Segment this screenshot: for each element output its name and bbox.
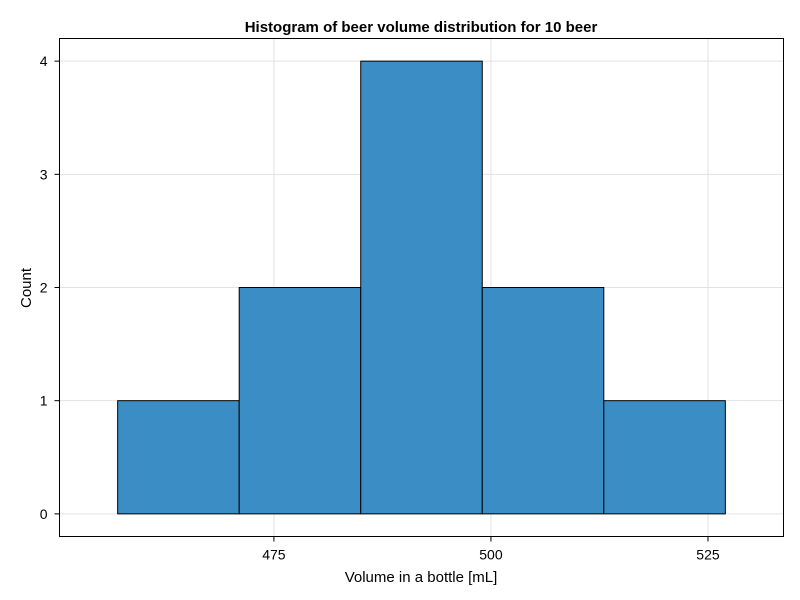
axis-ticks: 475 500 525 0 1 2 3 4 xyxy=(40,53,720,562)
histogram-bar xyxy=(481,287,605,515)
y-tick-label: 0 xyxy=(40,506,48,522)
y-axis-label: Count xyxy=(18,267,35,308)
histogram-bar xyxy=(238,287,362,515)
histogram-bars xyxy=(117,60,726,515)
y-tick-label: 2 xyxy=(40,280,48,296)
x-tick-label: 500 xyxy=(479,547,503,563)
x-tick-label: 525 xyxy=(696,547,720,563)
y-tick-label: 3 xyxy=(40,166,48,182)
histogram-bar xyxy=(117,400,240,515)
histogram-bar xyxy=(603,400,726,515)
y-tick-label: 1 xyxy=(40,393,48,409)
x-tick-label: 475 xyxy=(262,547,286,563)
histogram-bar xyxy=(360,60,483,515)
x-axis-label: Volume in a bottle [mL] xyxy=(345,569,498,586)
y-tick-label: 4 xyxy=(40,53,48,69)
chart-title: Histogram of beer volume distribution fo… xyxy=(245,19,598,36)
